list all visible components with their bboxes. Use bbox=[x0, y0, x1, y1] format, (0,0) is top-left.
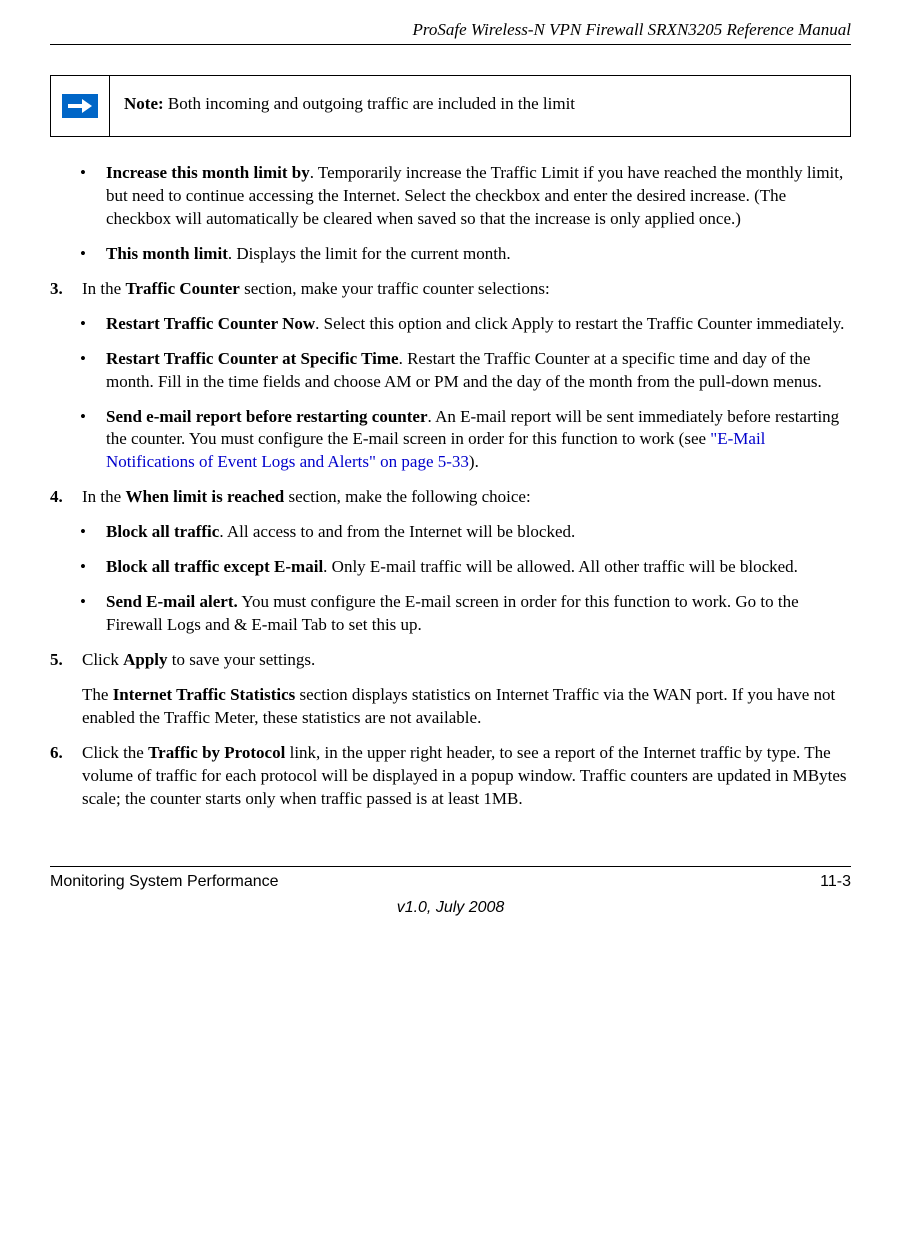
note-icon-cell bbox=[51, 76, 110, 136]
step-number: 5. bbox=[50, 649, 82, 730]
page: ProSafe Wireless-N VPN Firewall SRXN3205… bbox=[0, 0, 901, 937]
text-pre: In the bbox=[82, 487, 125, 506]
text-bold: Traffic Counter bbox=[125, 279, 239, 298]
step-text: Click the Traffic by Protocol link, in t… bbox=[82, 742, 851, 811]
step-5: 5. Click Apply to save your settings. Th… bbox=[50, 649, 851, 730]
bold-lead: Increase this month limit by bbox=[106, 163, 310, 182]
footer-row: Monitoring System Performance 11-3 bbox=[50, 873, 851, 891]
step-text: In the When limit is reached section, ma… bbox=[82, 486, 851, 509]
bullet-icon: • bbox=[80, 556, 106, 579]
list-item: • Block all traffic except E-mail. Only … bbox=[80, 556, 851, 579]
rest-text: . Displays the limit for the current mon… bbox=[228, 244, 511, 263]
bullet-icon: • bbox=[80, 243, 106, 266]
step-3: 3. In the Traffic Counter section, make … bbox=[50, 278, 851, 301]
step-text: Click Apply to save your settings. The I… bbox=[82, 649, 851, 730]
text-bold: Traffic by Protocol bbox=[148, 743, 285, 762]
bullet-text: Send E-mail alert. You must configure th… bbox=[106, 591, 851, 637]
list-item: • This month limit. Displays the limit f… bbox=[80, 243, 851, 266]
bold-lead: This month limit bbox=[106, 244, 228, 263]
note-text: Note: Both incoming and outgoing traffic… bbox=[110, 76, 589, 136]
list-item: • Send E-mail alert. You must configure … bbox=[80, 591, 851, 637]
bold-lead: Restart Traffic Counter at Specific Time bbox=[106, 349, 399, 368]
rest-text: ). bbox=[469, 452, 479, 471]
step-number: 3. bbox=[50, 278, 82, 301]
list-item: • Restart Traffic Counter at Specific Ti… bbox=[80, 348, 851, 394]
text-pre: Click bbox=[82, 650, 123, 669]
note-label: Note: bbox=[124, 94, 164, 113]
arrow-right-icon bbox=[62, 94, 98, 118]
bullet-text: Restart Traffic Counter Now. Select this… bbox=[106, 313, 851, 336]
footer-section: Monitoring System Performance bbox=[50, 873, 279, 891]
text-bold: When limit is reached bbox=[125, 487, 284, 506]
rest-text: . Select this option and click Apply to … bbox=[315, 314, 844, 333]
bullet-text: This month limit. Displays the limit for… bbox=[106, 243, 851, 266]
footer-version: v1.0, July 2008 bbox=[50, 899, 851, 917]
rest-text: . All access to and from the Internet wi… bbox=[219, 522, 575, 541]
list-item: • Restart Traffic Counter Now. Select th… bbox=[80, 313, 851, 336]
content: • Increase this month limit by. Temporar… bbox=[50, 162, 851, 811]
step-number: 4. bbox=[50, 486, 82, 509]
step-text: In the Traffic Counter section, make you… bbox=[82, 278, 851, 301]
text-pre: The bbox=[82, 685, 113, 704]
list-item: • Block all traffic. All access to and f… bbox=[80, 521, 851, 544]
text-bold: Internet Traffic Statistics bbox=[113, 685, 296, 704]
list-item: • Increase this month limit by. Temporar… bbox=[80, 162, 851, 231]
text-post: section, make the following choice: bbox=[284, 487, 530, 506]
header-title: ProSafe Wireless-N VPN Firewall SRXN3205… bbox=[50, 20, 851, 40]
bold-lead: Block all traffic bbox=[106, 522, 219, 541]
bullet-icon: • bbox=[80, 313, 106, 336]
bold-lead: Send E-mail alert. bbox=[106, 592, 238, 611]
text-pre: In the bbox=[82, 279, 125, 298]
bold-lead: Restart Traffic Counter Now bbox=[106, 314, 315, 333]
bullet-text: Block all traffic. All access to and fro… bbox=[106, 521, 851, 544]
step-number: 6. bbox=[50, 742, 82, 811]
bullet-text: Restart Traffic Counter at Specific Time… bbox=[106, 348, 851, 394]
text-bold: Apply bbox=[123, 650, 167, 669]
bold-lead: Block all traffic except E-mail bbox=[106, 557, 323, 576]
bullet-icon: • bbox=[80, 521, 106, 544]
bold-lead: Send e-mail report before restarting cou… bbox=[106, 407, 428, 426]
bullet-icon: • bbox=[80, 348, 106, 394]
bullet-text: Block all traffic except E-mail. Only E-… bbox=[106, 556, 851, 579]
footer-page-number: 11-3 bbox=[820, 873, 851, 891]
note-body: Both incoming and outgoing traffic are i… bbox=[164, 94, 575, 113]
footer: Monitoring System Performance 11-3 v1.0,… bbox=[50, 866, 851, 917]
bullet-icon: • bbox=[80, 162, 106, 231]
note-box: Note: Both incoming and outgoing traffic… bbox=[50, 75, 851, 137]
bullet-icon: • bbox=[80, 406, 106, 475]
header-rule bbox=[50, 44, 851, 45]
text-post: section, make your traffic counter selec… bbox=[240, 279, 550, 298]
rest-text: . Only E-mail traffic will be allowed. A… bbox=[323, 557, 798, 576]
step-4: 4. In the When limit is reached section,… bbox=[50, 486, 851, 509]
footer-rule bbox=[50, 866, 851, 867]
text-post: to save your settings. bbox=[168, 650, 316, 669]
bullet-text: Increase this month limit by. Temporaril… bbox=[106, 162, 851, 231]
bullet-text: Send e-mail report before restarting cou… bbox=[106, 406, 851, 475]
text-pre: Click the bbox=[82, 743, 148, 762]
bullet-icon: • bbox=[80, 591, 106, 637]
list-item: • Send e-mail report before restarting c… bbox=[80, 406, 851, 475]
step-6: 6. Click the Traffic by Protocol link, i… bbox=[50, 742, 851, 811]
